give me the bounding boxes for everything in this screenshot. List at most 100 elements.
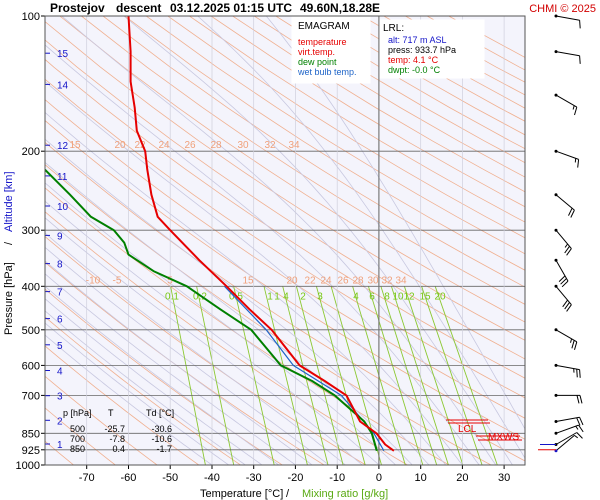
- wind-barb-staff: [555, 150, 579, 160]
- wind-barb-dot: [554, 258, 558, 262]
- table-header-p: p [hPa]: [63, 408, 92, 418]
- wind-barb-flag: [564, 302, 570, 310]
- lrl-temp: temp: 4.1 °C: [388, 55, 439, 65]
- wind-barb-dot: [554, 93, 558, 97]
- dry-adiabat-label: 24: [320, 275, 332, 286]
- x-tick-label: -50: [162, 472, 178, 484]
- wind-barb-staff: [555, 51, 580, 57]
- dry-adiabat-label: 5: [167, 275, 173, 286]
- table-header-td: Td [°C]: [146, 408, 174, 418]
- y-tick-label: 700: [22, 390, 40, 402]
- wind-barb-half-flag: [570, 338, 573, 343]
- wind-barb-half-flag: [564, 243, 569, 248]
- dry-adiabat-label: 34: [395, 275, 407, 286]
- lrl-press: press: 933.7 hPa: [388, 45, 456, 55]
- altitude-tick-label: 2: [57, 416, 63, 427]
- mixing-ratio-label: 4: [353, 291, 359, 302]
- dry-adiabat-label: -10: [86, 275, 101, 286]
- wind-barb-staff: [555, 94, 578, 108]
- mixing-ratio-line: [170, 286, 206, 465]
- wind-barb-flag: [558, 275, 566, 282]
- x-axis-mixing-label: Mixing ratio [g/kg]: [302, 488, 388, 500]
- mixing-ratio-label: 1: [267, 291, 273, 302]
- dry-adiabat-line: [45, 99, 525, 419]
- y-axis-separator: /: [3, 241, 15, 245]
- chart-title-coords: 49.60N,18.28E: [300, 1, 380, 15]
- x-tick-label: -70: [79, 472, 95, 484]
- y-tick-label: 500: [22, 325, 40, 337]
- wind-barb-flag: [579, 369, 581, 378]
- table-cell: 700: [70, 434, 85, 444]
- table-cell: 0.4: [112, 444, 125, 454]
- wind-barb-staff: [555, 194, 575, 211]
- wind-barb-flag: [560, 278, 567, 285]
- mixing-ratio-line: [295, 286, 344, 465]
- y-tick-label: 1000: [16, 460, 40, 472]
- table-cell: -10.6: [151, 434, 172, 444]
- dry-adiabat-line: [45, 78, 525, 399]
- mixing-ratio-label: 2: [300, 291, 306, 302]
- wind-barb-flag: [566, 304, 572, 312]
- wind-barb-staff: [555, 229, 572, 249]
- wind-barb-dot: [554, 363, 558, 367]
- wind-barb-staff: [555, 15, 580, 21]
- y-tick-label: 850: [22, 428, 40, 440]
- dry-adiabat-label: 30: [237, 140, 249, 151]
- mixing-ratio-label: 15: [419, 291, 431, 302]
- dry-adiabat-label: 32: [264, 140, 276, 151]
- values-table: p [hPa] T Td [°C] 500 -25.7 -30.6 700 -7…: [63, 408, 174, 454]
- wind-barb-flag: [562, 299, 569, 308]
- x-tick-label: 30: [498, 472, 510, 484]
- mixing-ratio-line: [263, 286, 308, 465]
- wind-barb: [554, 228, 572, 256]
- wind-barb-dot: [554, 328, 558, 332]
- wind-barb-dot: [554, 431, 558, 435]
- dry-adiabat-labels: 15 20 22 24 26 28 30 32 34-10 -5 5 15 20 22 24 26 28 30 32…: [69, 140, 407, 286]
- altitude-tick-label: 14: [57, 80, 69, 91]
- wind-barb-dot: [554, 420, 558, 423]
- table-cell: -1.7: [156, 444, 172, 454]
- x-axis-separator: /: [286, 488, 290, 500]
- plot-background: [45, 16, 525, 465]
- wind-barbs: [538, 14, 584, 453]
- dry-adiabat-line: [81, 16, 525, 305]
- dry-adiabat-label: 15: [242, 275, 254, 286]
- dry-adiabat-line: [59, 16, 525, 323]
- mixing-ratio-line: [403, 286, 464, 465]
- wind-barb-half-flag: [574, 434, 578, 439]
- dry-adiabat-label: 20: [286, 275, 298, 286]
- mixing-ratio-label: 20: [434, 291, 446, 302]
- table-cell: 850: [70, 444, 85, 454]
- wind-barb: [554, 416, 584, 426]
- mixing-ratio-label: 1: [274, 291, 280, 302]
- wind-barb-dot: [554, 50, 558, 54]
- wind-barb-flag: [574, 106, 578, 116]
- wind-barb-half-flag: [575, 425, 579, 430]
- wind-barb: [554, 14, 581, 29]
- dry-adiabat-line: [124, 16, 525, 271]
- wind-barb: [554, 284, 572, 312]
- wind-barb-flag: [577, 159, 580, 168]
- altitude-tick-label: 15: [57, 49, 69, 60]
- dry-adiabat-label: 22: [134, 140, 146, 151]
- mixing-ratio-line: [367, 286, 424, 465]
- chart-title-station: Prostejov: [50, 1, 105, 15]
- y-tick-label: 200: [22, 146, 40, 158]
- altitude-tick-label: 3: [57, 392, 63, 403]
- mixing-ratio-label: 3: [317, 291, 323, 302]
- chart-title-phase: descent: [116, 1, 161, 15]
- legend-wet-bulb: wet bulb temp.: [297, 67, 357, 77]
- wind-barb-flag: [579, 55, 581, 64]
- altitude-tick-label: 5: [57, 341, 63, 352]
- altitude-tick-label: 10: [57, 202, 69, 213]
- moist-adiabat-line: [265, 16, 525, 430]
- lrl-dwpt: dwpt: -0.0 °C: [388, 65, 441, 75]
- wind-barb-flag: [571, 340, 575, 349]
- legend-box: [291, 16, 371, 84]
- wind-barb-staff: [555, 364, 580, 371]
- mixing-ratio-line: [434, 286, 498, 465]
- y-axis-label-group: Pressure [hPa] / Altitude [km]: [3, 171, 15, 335]
- mixing-ratio-lines: [170, 286, 498, 465]
- dry-adiabat-label: 34: [288, 140, 300, 151]
- altitude-tick-label: 6: [57, 315, 63, 326]
